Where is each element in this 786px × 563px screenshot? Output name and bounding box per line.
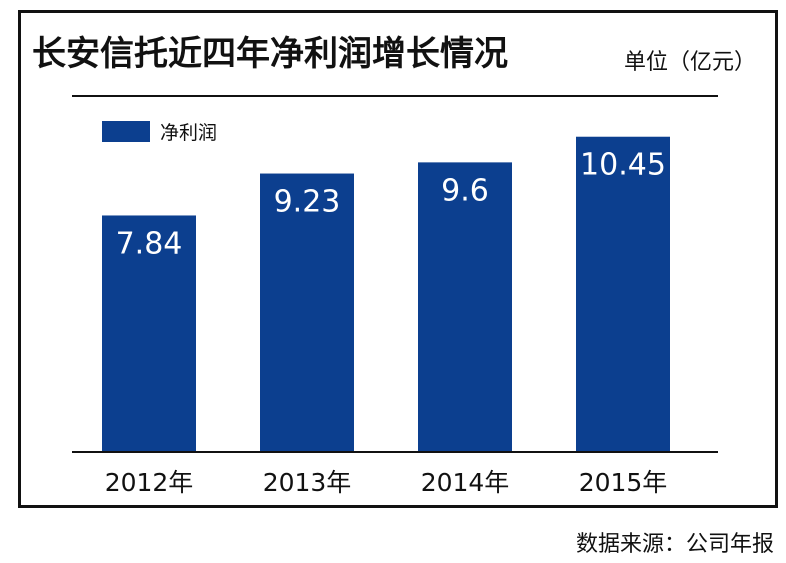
legend-swatch xyxy=(102,121,150,142)
data-source: 数据来源：公司年报 xyxy=(575,532,774,557)
bar-value-label: 7.84 xyxy=(116,226,183,261)
bar-value-labels: 7.84 9.23 9.6 10.45 xyxy=(116,148,666,262)
legend: 净利润 xyxy=(102,121,217,144)
x-tick-label: 2012年 xyxy=(105,468,194,497)
left-border xyxy=(18,10,21,507)
bar-2015年 xyxy=(576,136,670,452)
x-tick-label: 2013年 xyxy=(263,468,352,497)
top-border xyxy=(20,10,778,13)
x-tick-label: 2015年 xyxy=(579,468,668,497)
legend-label: 净利润 xyxy=(160,122,217,144)
bars xyxy=(102,136,670,453)
bar-value-label: 10.45 xyxy=(580,148,666,183)
bar-2012年 xyxy=(102,215,196,452)
x-tick-labels: 2012年 2013年 2014年 2015年 xyxy=(105,468,668,497)
bottom-border xyxy=(18,505,778,508)
bar-2014年 xyxy=(418,162,512,453)
bar-value-label: 9.6 xyxy=(441,173,489,208)
bar-2013年 xyxy=(260,173,354,453)
right-border xyxy=(775,10,778,507)
x-tick-label: 2014年 xyxy=(421,468,510,497)
bar-value-label: 9.23 xyxy=(274,185,341,220)
unit-label: 单位（亿元） xyxy=(623,50,756,75)
chart-title: 长安信托近四年净利润增长情况 xyxy=(32,34,508,74)
